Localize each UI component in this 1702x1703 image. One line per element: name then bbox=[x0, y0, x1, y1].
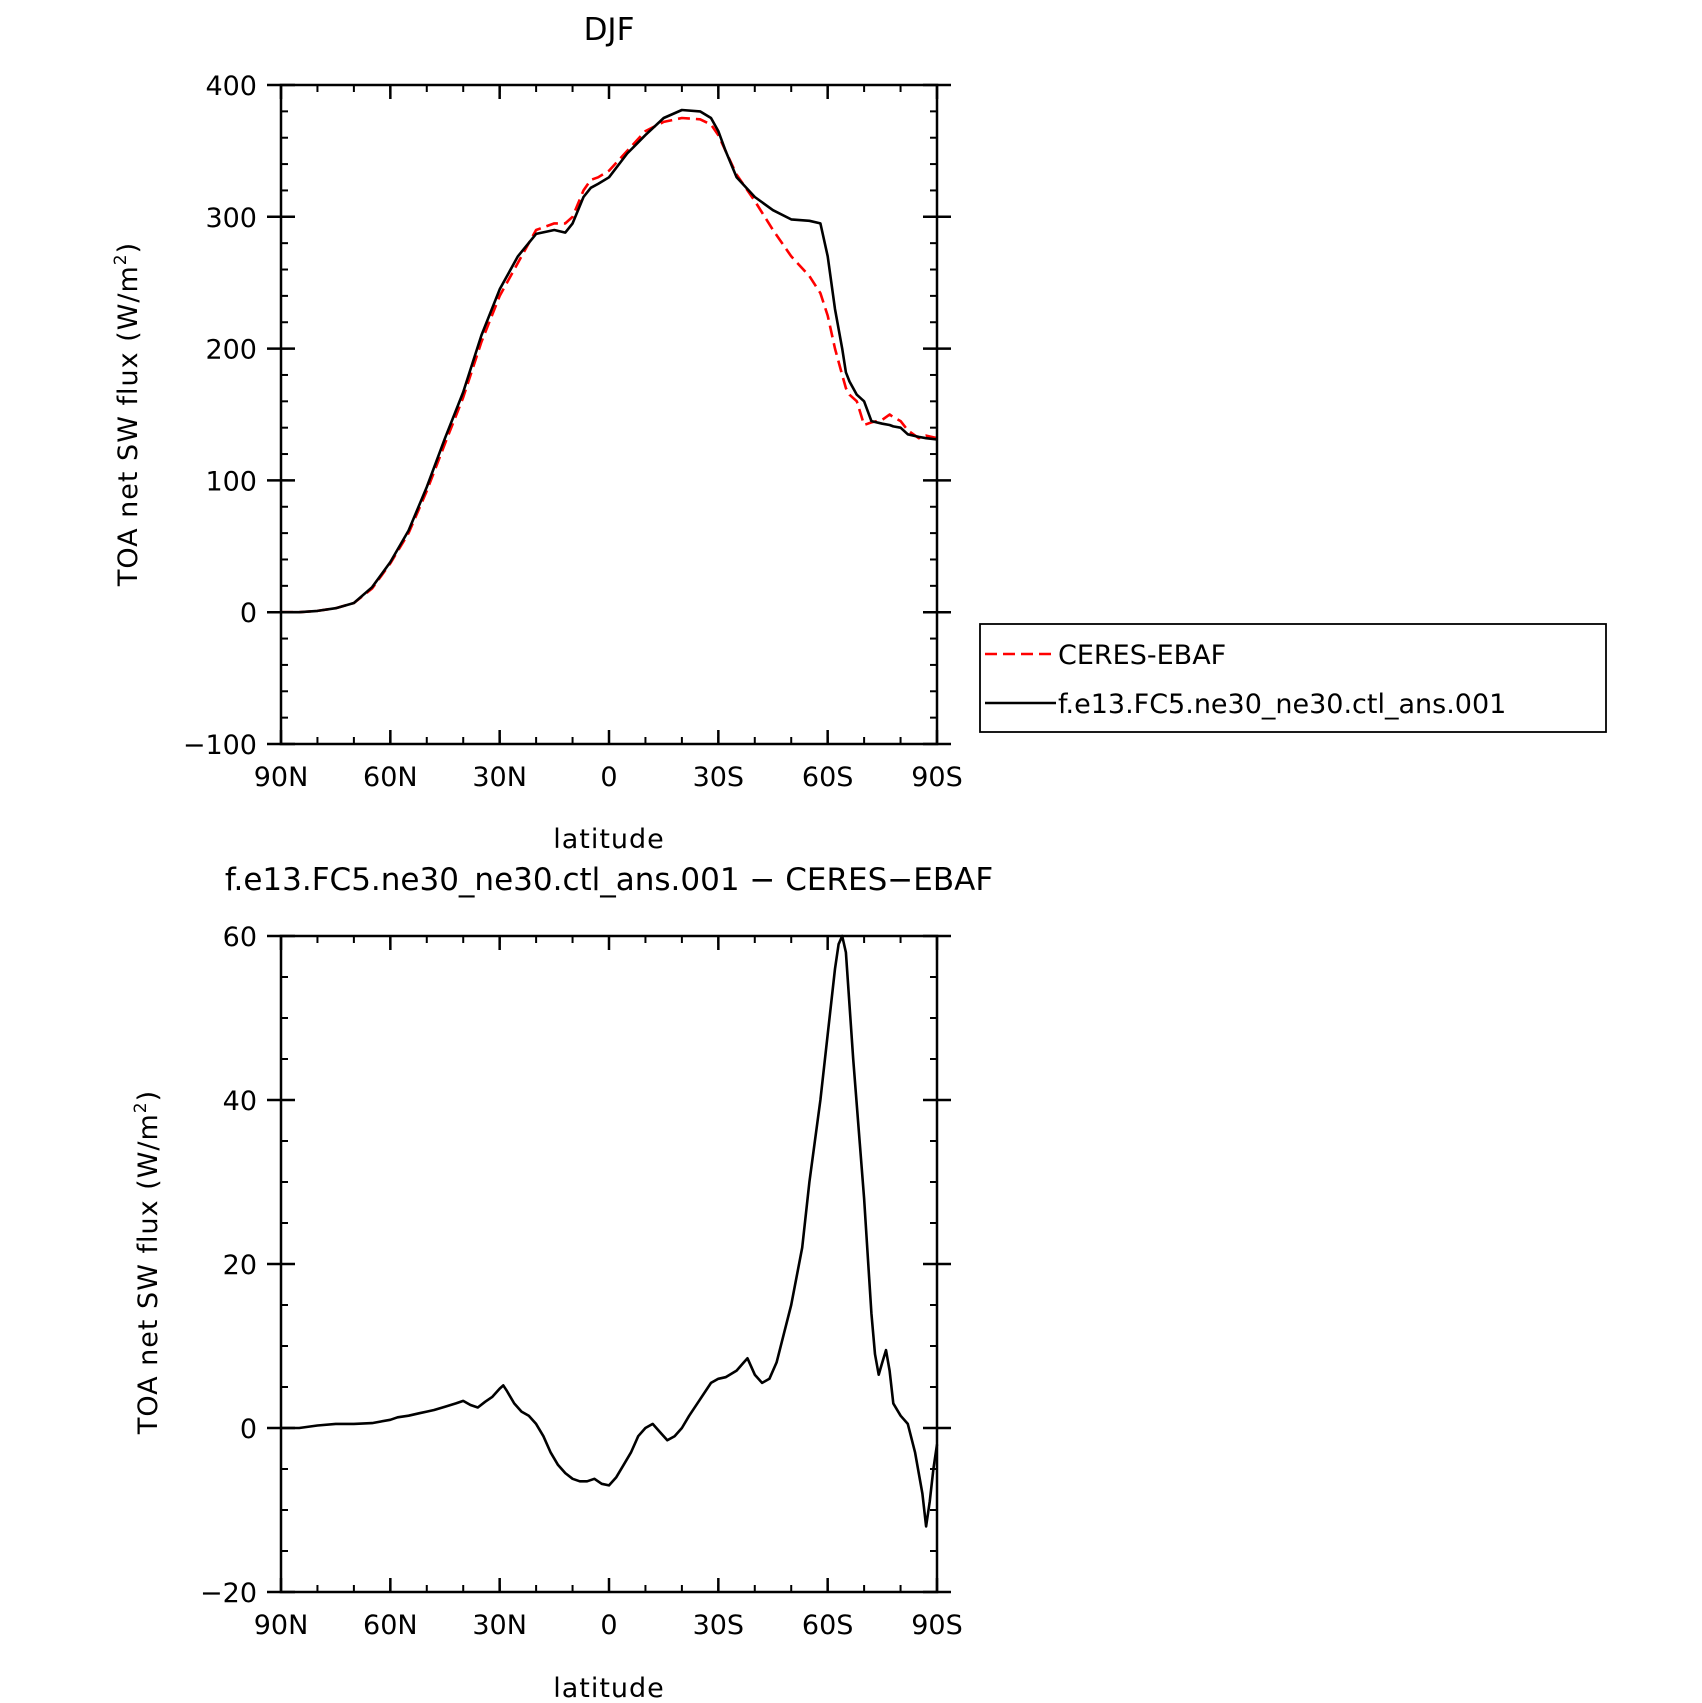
top-panel-title: DJF bbox=[584, 12, 635, 48]
bottom-panel-title: f.e13.FC5.ne30_ne30.ctl_ans.001 − CERES−… bbox=[225, 862, 993, 898]
top-y-tick-label: 0 bbox=[240, 598, 257, 629]
bottom-plot-frame bbox=[279, 934, 939, 1594]
top-y-tick-label: 100 bbox=[205, 466, 257, 497]
top-y-tick-label: −100 bbox=[183, 730, 257, 761]
top-x-tick-label: 0 bbox=[600, 762, 617, 793]
top-y-axis-label: TOA net SW flux (W/m2) bbox=[111, 242, 144, 587]
top-x-tick-label: 30S bbox=[693, 762, 745, 793]
top-axis-ticks bbox=[267, 83, 951, 746]
bottom-panel: f.e13.FC5.ne30_ne30.ctl_ans.001 − CERES−… bbox=[131, 862, 993, 1703]
bottom-x-tick-label: 90N bbox=[254, 1610, 309, 1641]
top-y-tick-label: 200 bbox=[205, 335, 257, 366]
top-x-tick-label: 60S bbox=[802, 762, 854, 793]
top-x-tick-label: 90N bbox=[254, 762, 309, 793]
bottom-x-tick-label: 60N bbox=[363, 1610, 418, 1641]
top-x-tick-label: 60N bbox=[363, 762, 418, 793]
legend: CERES-EBAF f.e13.FC5.ne30_ne30.ctl_ans.0… bbox=[979, 623, 1607, 733]
bottom-y-tick-label: 40 bbox=[223, 1086, 257, 1117]
bottom-x-tick-label: 30N bbox=[472, 1610, 527, 1641]
top-x-axis-label: latitude bbox=[553, 824, 665, 855]
top-tick-labels: 90N 60N 30N 0 30S 60S 90S −100 0 100 200 300 400 bbox=[183, 71, 963, 793]
top-x-tick-label: 30N bbox=[472, 762, 527, 793]
legend-box bbox=[979, 623, 1607, 733]
top-y-tick-label: 400 bbox=[205, 71, 257, 102]
bottom-series-group bbox=[281, 934, 939, 1528]
top-series-line-ceres-ebaf bbox=[281, 116, 938, 614]
legend-label-model: f.e13.FC5.ne30_ne30.ctl_ans.001 bbox=[1058, 689, 1506, 720]
bottom-y-axis-label: TOA net SW flux (W/m2) bbox=[131, 1090, 164, 1435]
top-y-tick-label: 300 bbox=[205, 203, 257, 234]
bottom-tick-labels: 90N 60N 30N 0 30S 60S 90S −20 0 20 40 60 bbox=[200, 922, 963, 1641]
bottom-y-tick-label: −20 bbox=[200, 1578, 257, 1609]
bottom-x-tick-label: 90S bbox=[911, 1610, 963, 1641]
bottom-series-line-difference bbox=[281, 934, 939, 1528]
bottom-axis-ticks bbox=[267, 934, 951, 1594]
legend-label-ceres-ebaf: CERES-EBAF bbox=[1058, 640, 1226, 671]
bottom-x-tick-label: 30S bbox=[693, 1610, 745, 1641]
top-series-line-f-e13-fc5-ne30-ne30-ctl-ans-001 bbox=[281, 108, 938, 614]
top-series-group bbox=[281, 108, 938, 614]
bottom-y-tick-label: 0 bbox=[240, 1414, 257, 1445]
bottom-y-tick-label: 60 bbox=[223, 922, 257, 953]
top-plot-frame bbox=[279, 83, 939, 746]
bottom-x-tick-label: 60S bbox=[802, 1610, 854, 1641]
top-panel: DJF 90N 60N 30N 0 30S 60S 90S −100 0 100 200 300 400… bbox=[111, 12, 1607, 855]
bottom-y-tick-label: 20 bbox=[223, 1250, 257, 1281]
bottom-x-axis-label: latitude bbox=[553, 1673, 665, 1703]
bottom-x-tick-label: 0 bbox=[600, 1610, 617, 1641]
top-x-tick-label: 90S bbox=[911, 762, 963, 793]
